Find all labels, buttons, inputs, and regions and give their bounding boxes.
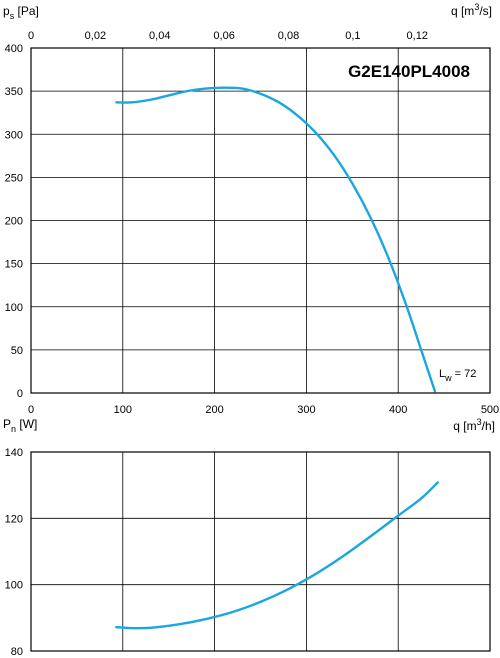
bottom-y-axis-label: Pn [W] xyxy=(3,417,37,434)
top-secondary-x-tick-label: 0,06 xyxy=(213,30,234,42)
top-x-tick-label: 300 xyxy=(297,404,315,416)
top-x-axis-label-flow-per-second: q [m3/s] xyxy=(451,2,492,18)
bottom-tick-labels: 80 100 120 140 xyxy=(5,447,23,658)
top-y-axis-label: ps [Pa] xyxy=(3,4,39,21)
top-y-tick-label: 400 xyxy=(5,43,23,55)
top-y-tick-label: 350 xyxy=(5,86,23,98)
top-y-tick-label: 150 xyxy=(5,259,23,271)
top-y-tick-label: 100 xyxy=(5,302,23,314)
power-chart: Pn [W] q [m3/h] 80 100 120 140 xyxy=(3,417,495,658)
top-x-tick-label: 0 xyxy=(28,404,34,416)
power-curve xyxy=(115,481,439,630)
top-y-tick-label: 200 xyxy=(5,216,23,228)
top-x-tick-label: 200 xyxy=(205,404,223,416)
top-grid xyxy=(31,48,490,393)
top-secondary-x-tick-label: 0,12 xyxy=(407,30,428,42)
top-x-tick-label: 500 xyxy=(481,404,499,416)
top-y-tick-label: 250 xyxy=(5,172,23,184)
top-tick-labels: 0 100 200 300 400 500 0 50 100 150 200 250 300 350 400… xyxy=(5,30,500,416)
pressure-curve xyxy=(115,86,437,393)
top-secondary-x-tick-label: 0,1 xyxy=(345,30,360,42)
bottom-y-tick-label: 120 xyxy=(5,513,23,525)
top-x-tick-label: 400 xyxy=(389,404,407,416)
top-y-tick-label: 300 xyxy=(5,129,23,141)
x-axis-label-flow-per-hour: q [m3/h] xyxy=(453,417,495,433)
bottom-y-tick-label: 140 xyxy=(5,447,23,459)
pressure-chart: ps [Pa] q [m3/s] 0 100 200 300 400 500 0 50 100 1… xyxy=(3,2,499,416)
top-y-tick-label: 0 xyxy=(17,388,23,400)
top-secondary-x-tick-label: 0,08 xyxy=(278,30,299,42)
top-secondary-x-tick-label: 0 xyxy=(28,30,34,42)
top-secondary-x-tick-label: 0,04 xyxy=(149,30,170,42)
bottom-plot-frame xyxy=(30,451,491,652)
sound-power-annotation: Lw = 72 xyxy=(439,368,476,383)
bottom-grid xyxy=(31,452,490,651)
top-y-tick-label: 50 xyxy=(11,345,23,357)
bottom-y-tick-label: 80 xyxy=(11,646,23,658)
model-name-label: G2E140PL4008 xyxy=(348,62,470,81)
bottom-y-tick-label: 100 xyxy=(5,580,23,592)
top-secondary-x-tick-label: 0,02 xyxy=(85,30,106,42)
top-plot-frame xyxy=(30,47,491,394)
top-x-tick-label: 100 xyxy=(114,404,132,416)
